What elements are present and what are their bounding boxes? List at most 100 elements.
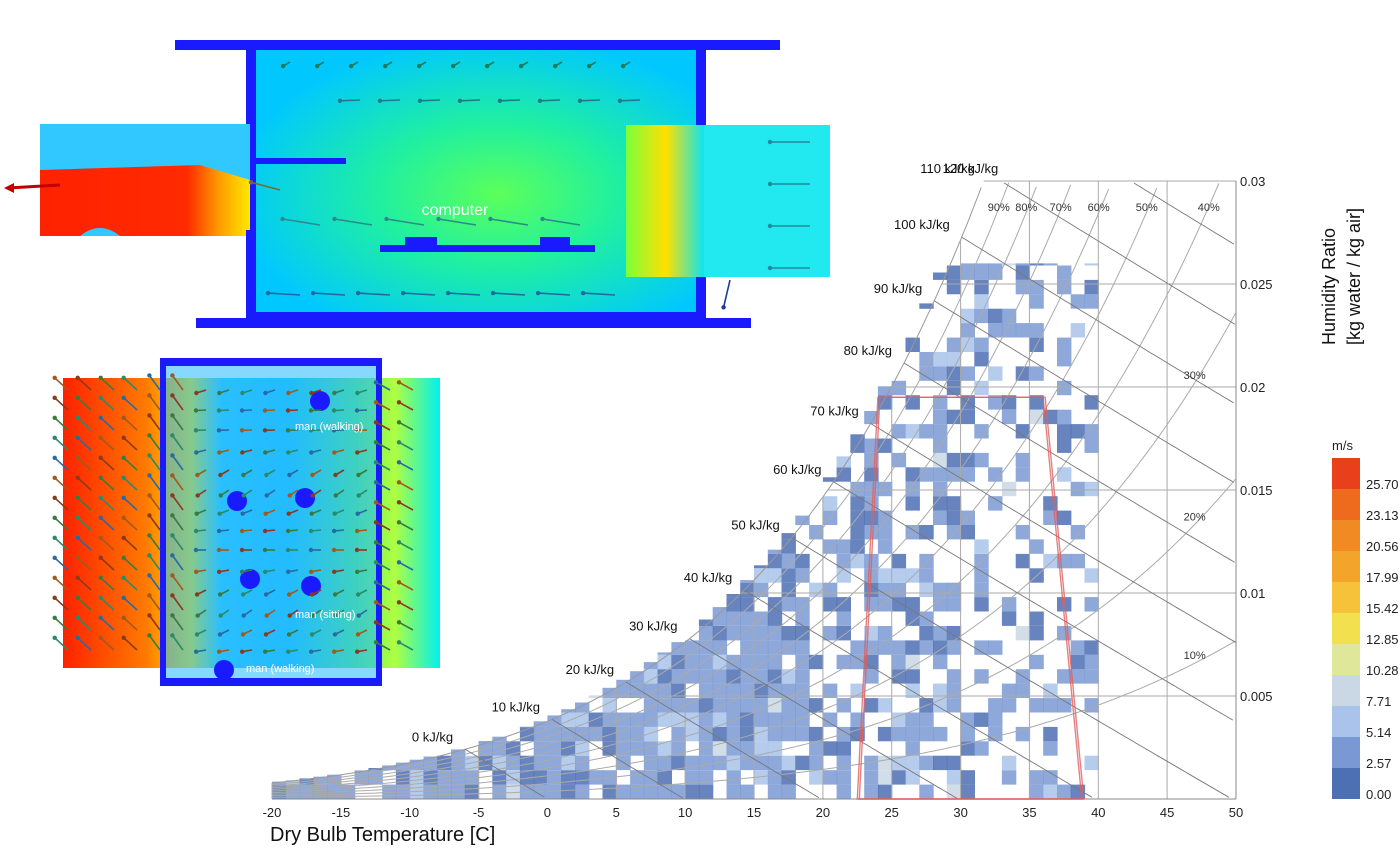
legend-label: 12.85 [1366,632,1399,647]
flow-arrowhead [240,592,246,597]
heat-cell [836,698,851,713]
heat-cell [1057,279,1072,295]
heat-cell [809,698,824,713]
heat-cell [933,510,948,525]
flow-arrow [375,421,391,431]
enthalpy-label: 40 kJ/kg [684,570,732,585]
flow-arrow [583,292,616,296]
heat-cell [754,741,769,756]
rh-label: 20% [1184,512,1206,524]
flow-arrowhead [52,615,57,620]
rh-label: 30% [1184,370,1206,382]
heat-cell [781,784,796,799]
heat-cell [960,784,975,799]
flow-arrowhead [52,495,57,500]
legend-swatch [1332,768,1360,799]
heat-cell [630,726,645,742]
flow-arrowhead [331,547,337,553]
flow-arrowhead [75,495,80,500]
enthalpy-label: 90 kJ/kg [874,281,922,296]
heat-cell [781,726,796,742]
heat-cell [685,770,700,785]
heat-cell [1015,553,1031,569]
heat-cell [630,671,645,684]
flow-arrow [100,517,115,531]
heat-cell [864,755,879,771]
occupant-label-3: man (walking) [246,663,314,675]
heat-cell [960,712,975,727]
heat-cell [1029,395,1044,410]
flow-arrowhead [241,613,246,618]
flow-arrow [375,621,391,631]
heat-cell [877,568,893,583]
heat-cell [795,626,810,641]
heat-cell [1043,553,1058,569]
enthalpy-line [933,300,1234,483]
flow-arrowhead [396,400,402,405]
x-tick-label: 15 [747,805,761,820]
heat-cell [781,597,796,612]
rh-curve [271,188,1110,790]
heat-cell [575,755,590,771]
flow-arrowhead [52,575,57,580]
flow-arrowhead [194,569,199,574]
x-tick-label: 0 [544,805,551,820]
heat-cell [946,683,962,698]
heat-cell [905,496,920,511]
flow-arrowhead [121,575,126,580]
heat-cell [754,565,769,569]
heat-cell [988,712,1003,727]
heat-cell [781,553,796,569]
heat-cell [960,337,975,352]
heat-cell [946,366,962,381]
flow-arrow [148,534,161,551]
heat-cell [933,640,948,655]
flow-arrowhead [147,513,152,518]
flow-arrow [339,99,361,102]
heat-cell [836,626,851,641]
flow-arrowhead [240,569,245,574]
flow-arrowhead [767,139,773,145]
heat-cell [877,784,893,799]
heat-cell [767,611,783,626]
rh-label: 60% [1088,202,1110,214]
enthalpy-label: 50 kJ/kg [731,518,779,533]
heat-cell [850,683,865,698]
heat-cell [740,741,755,756]
heat-cell [451,749,466,756]
flow-arrow [313,292,346,296]
heat-cell [988,323,1003,338]
heat-cell [960,741,975,756]
flow-arrowhead [147,573,152,578]
flow-arrow [438,218,477,226]
flow-arrowhead [373,500,379,505]
flow-arrowhead [121,415,126,420]
flow-arrow [77,497,92,511]
flow-arrowhead [240,632,246,637]
flow-arrow [171,634,184,651]
heat-cell [630,770,645,785]
flow-arrowhead [240,450,245,455]
heat-cell [533,741,549,756]
flow-arrowhead [147,593,152,598]
heat-cell [712,640,728,655]
heat-cell [561,709,576,713]
heat-cell [864,467,879,482]
heat-cell [946,597,962,612]
heat-cell [712,607,728,612]
x-axis-label: Dry Bulb Temperature [C] [270,824,495,846]
cfd-top-wall [175,40,780,50]
heat-cell [822,539,838,554]
heat-cell [946,452,962,468]
heat-cell [919,366,934,381]
flow-arrow [398,381,414,391]
heat-cell [974,452,989,468]
heat-cell [933,452,948,468]
flow-arrowhead [75,515,80,520]
legend-swatch [1332,458,1360,489]
y-axis-label-line1: Humidity Ratio [1319,228,1339,345]
heat-cell [946,582,962,598]
rh-label: 80% [1015,202,1037,214]
heat-cell [822,477,838,482]
heat-cell [946,352,962,367]
